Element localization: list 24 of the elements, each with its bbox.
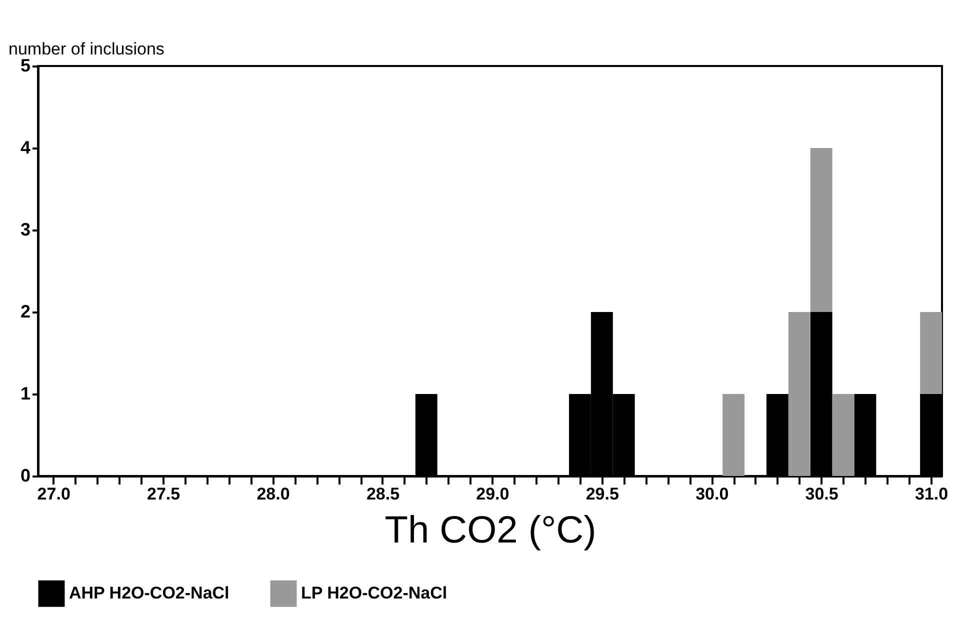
x-tick-label: 27.5 <box>147 484 180 504</box>
x-tick-label: 28.0 <box>256 484 290 504</box>
x-axis-title: Th CO2 (°C) <box>384 510 596 552</box>
y-axis-title: number of inclusions <box>8 40 164 58</box>
y-tick-label: 1 <box>20 384 30 404</box>
y-tick-label: 3 <box>20 220 30 240</box>
bar <box>788 312 810 476</box>
y-tick-label: 0 <box>20 466 30 486</box>
y-tick-label: 4 <box>20 138 30 158</box>
bar <box>920 312 942 394</box>
bar <box>722 394 745 476</box>
x-tick-label: 31.0 <box>914 484 948 504</box>
x-tick-label: 30.0 <box>696 484 729 504</box>
legend-label: LP H2O-CO2-NaCl <box>301 584 448 603</box>
bar <box>832 394 854 476</box>
x-tick-label: 30.5 <box>805 484 838 504</box>
bar <box>810 148 832 312</box>
x-tick-label: 27.0 <box>37 484 70 504</box>
y-tick-label: 5 <box>20 56 30 76</box>
x-tick-label: 29.5 <box>586 484 619 504</box>
x-tick-label: 28.5 <box>366 484 400 504</box>
x-tick-label: 29.0 <box>476 484 510 504</box>
legend-label: AHP H2O-CO2-NaCl <box>69 584 230 603</box>
y-tick-label: 2 <box>20 302 30 322</box>
